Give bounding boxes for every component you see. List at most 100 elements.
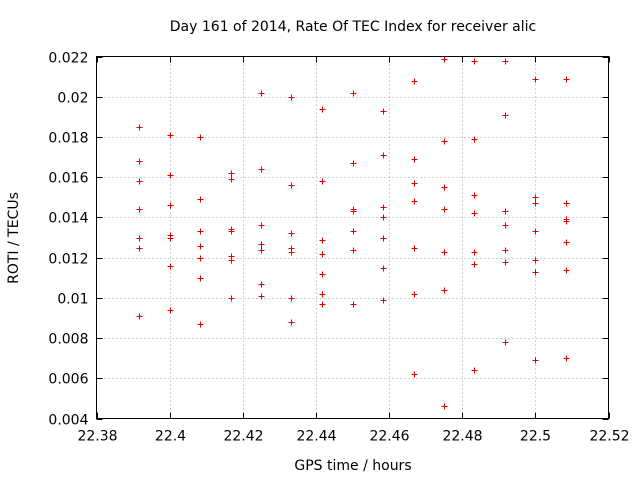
data-point-marker — [502, 222, 509, 229]
data-point-marker — [471, 249, 478, 256]
data-point-marker — [411, 180, 418, 187]
data-point-marker — [197, 321, 204, 328]
data-point-marker — [136, 235, 143, 242]
data-point-marker — [258, 241, 265, 248]
data-point-marker — [288, 182, 295, 189]
data-point-marker — [136, 178, 143, 185]
data-point-marker — [197, 196, 204, 203]
x-tick-label: 22.52 — [589, 429, 629, 445]
data-point-marker — [350, 90, 357, 97]
data-point-marker — [441, 138, 448, 145]
data-point-marker — [167, 263, 174, 270]
data-point-marker — [532, 228, 539, 235]
data-point-marker — [350, 160, 357, 167]
data-point-marker — [411, 291, 418, 298]
data-point-marker — [136, 313, 143, 320]
data-point-marker — [471, 58, 478, 65]
data-point-marker — [288, 249, 295, 256]
data-point-marker — [502, 259, 509, 266]
data-point-marker — [319, 291, 326, 298]
data-point-marker — [228, 257, 235, 264]
data-point-marker — [563, 239, 570, 246]
grid-lines — [96, 56, 609, 419]
data-point-marker — [288, 295, 295, 302]
data-point-marker — [502, 339, 509, 346]
data-point-marker — [471, 192, 478, 199]
data-point-marker — [441, 206, 448, 213]
data-point-marker — [136, 158, 143, 165]
data-point-marker — [380, 297, 387, 304]
data-point-marker — [258, 281, 265, 288]
data-point-marker — [197, 255, 204, 262]
data-point-marker — [502, 208, 509, 215]
data-point-marker — [563, 355, 570, 362]
data-point-marker — [136, 206, 143, 213]
data-point-marker — [532, 194, 539, 201]
data-point-marker — [563, 200, 570, 207]
data-point-marker — [380, 108, 387, 115]
data-point-marker — [532, 200, 539, 207]
data-point-marker — [288, 319, 295, 326]
data-point-marker — [441, 249, 448, 256]
x-tick-label: 22.44 — [296, 429, 336, 445]
y-tick-label: 0.022 — [48, 51, 88, 67]
data-point-marker — [319, 251, 326, 258]
data-point-marker — [197, 243, 204, 250]
data-point-marker — [258, 222, 265, 229]
data-point-marker — [136, 124, 143, 131]
data-point-marker — [197, 228, 204, 235]
data-point-marker — [380, 152, 387, 159]
data-point-marker — [228, 228, 235, 235]
y-tick-label: 0.02 — [57, 91, 88, 107]
data-points — [136, 56, 570, 410]
data-point-marker — [441, 56, 448, 63]
data-point-marker — [471, 261, 478, 268]
x-tick-label: 22.48 — [442, 429, 482, 445]
data-point-marker — [441, 403, 448, 410]
y-tick-label: 0.018 — [48, 131, 88, 147]
data-point-marker — [319, 237, 326, 244]
data-point-marker — [167, 307, 174, 314]
data-point-marker — [167, 172, 174, 179]
x-tick-label: 22.4 — [155, 429, 186, 445]
y-tick-label: 0.01 — [57, 292, 88, 308]
data-point-marker — [563, 218, 570, 225]
x-tick-label: 22.42 — [223, 429, 263, 445]
chart-title: Day 161 of 2014, Rate Of TEC Index for r… — [170, 19, 536, 35]
y-tick-label: 0.016 — [48, 171, 88, 187]
data-point-marker — [411, 245, 418, 252]
data-point-marker — [380, 235, 387, 242]
data-point-marker — [350, 247, 357, 254]
data-point-marker — [288, 94, 295, 101]
y-tick-label: 0.008 — [48, 332, 88, 348]
data-point-marker — [411, 198, 418, 205]
data-point-marker — [441, 184, 448, 191]
data-point-marker — [471, 210, 478, 217]
data-point-marker — [258, 90, 265, 97]
data-point-marker — [502, 58, 509, 65]
data-point-marker — [228, 170, 235, 177]
data-point-marker — [532, 357, 539, 364]
y-tick-label: 0.004 — [48, 413, 88, 429]
x-tick-label: 22.5 — [520, 429, 551, 445]
data-point-marker — [258, 247, 265, 254]
x-axis-ticks: 22.38 22.4 22.42 22.44 22.46 22.48 22.5 22.52 — [77, 56, 630, 445]
data-point-marker — [350, 301, 357, 308]
data-point-marker — [319, 106, 326, 113]
data-point-marker — [380, 204, 387, 211]
data-point-marker — [319, 178, 326, 185]
y-tick-label: 0.014 — [48, 211, 88, 227]
data-point-marker — [197, 134, 204, 141]
y-tick-label: 0.006 — [48, 372, 88, 388]
data-point-marker — [288, 230, 295, 237]
data-point-marker — [167, 235, 174, 242]
data-point-marker — [350, 228, 357, 235]
data-point-marker — [197, 275, 204, 282]
data-point-marker — [532, 269, 539, 276]
data-point-marker — [502, 112, 509, 119]
data-point-marker — [258, 293, 265, 300]
data-point-marker — [228, 176, 235, 183]
data-point-marker — [319, 301, 326, 308]
data-point-marker — [411, 371, 418, 378]
